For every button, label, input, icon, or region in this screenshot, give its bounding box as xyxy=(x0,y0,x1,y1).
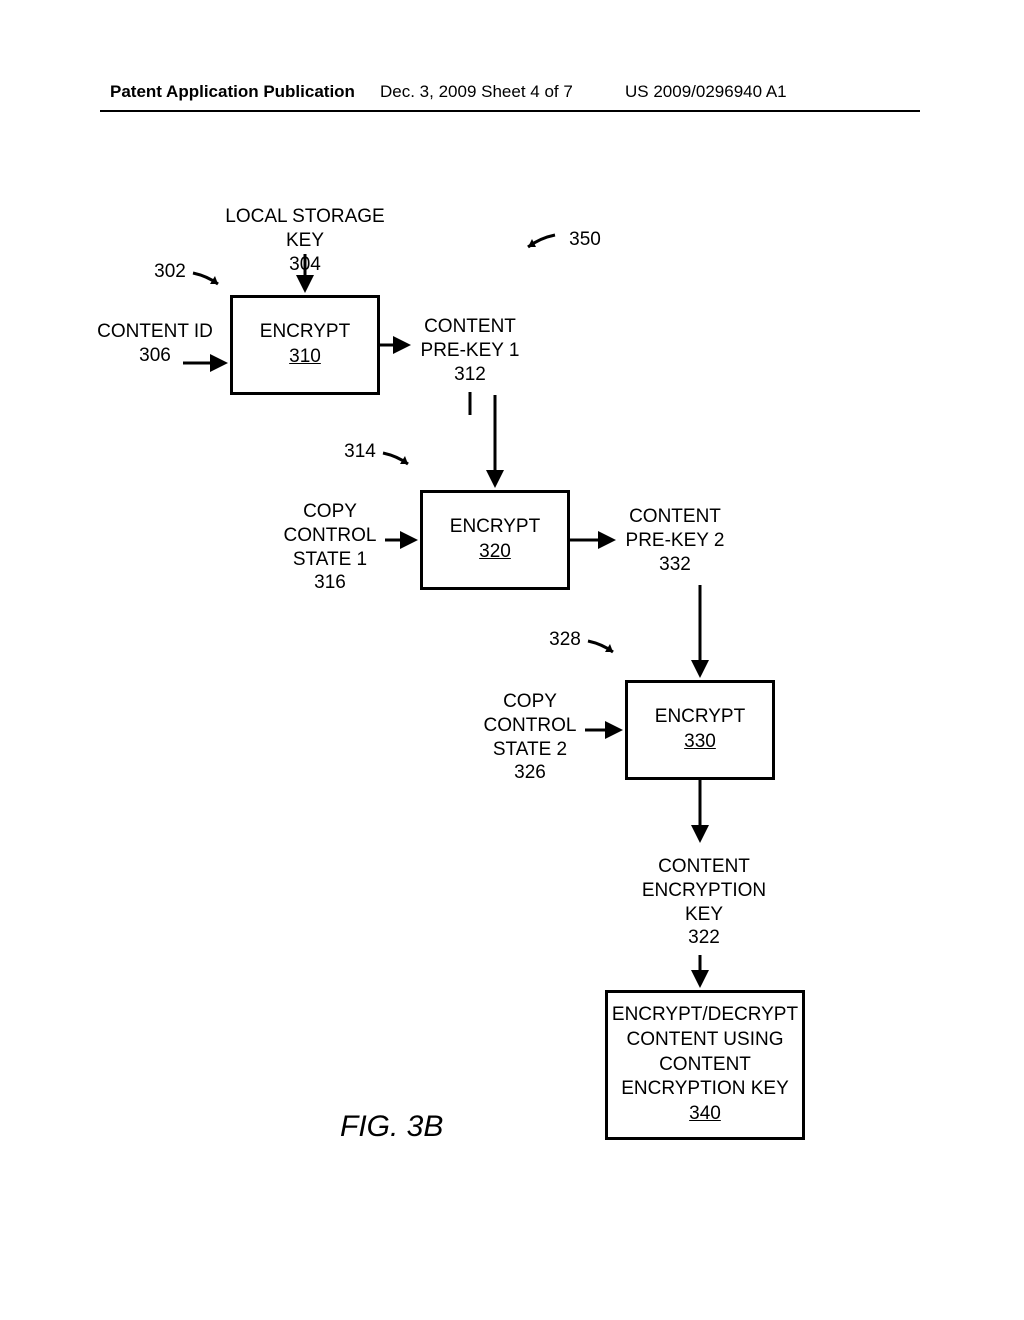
label-copy-control-state2: COPY CONTROL STATE 2 326 xyxy=(475,690,585,785)
text-prekey2-b: PRE-KEY 2 xyxy=(626,530,725,551)
box-encrypt-310: ENCRYPT 310 xyxy=(230,295,380,395)
text-encrypt-310: ENCRYPT xyxy=(260,320,350,345)
text-cek-c: KEY xyxy=(685,904,723,925)
text-final-a: ENCRYPT/DECRYPT xyxy=(612,1003,798,1028)
figure-caption: FIG. 3B xyxy=(340,1110,443,1144)
arrows-layer xyxy=(0,0,1024,1320)
text-310: 310 xyxy=(289,345,321,370)
text-316: 316 xyxy=(314,572,346,593)
diagram-fig-3b: LOCAL STORAGE KEY 304 350 302 CONTENT ID… xyxy=(0,0,1024,1320)
text-encrypt-320: ENCRYPT xyxy=(450,515,540,540)
text-final-d: ENCRYPTION KEY xyxy=(621,1077,789,1102)
text-local-storage-key: LOCAL STORAGE KEY xyxy=(225,206,384,251)
box-encrypt-330: ENCRYPT 330 xyxy=(625,680,775,780)
ref-302: 302 xyxy=(145,260,195,284)
text-ccs1-b: CONTROL xyxy=(284,525,377,546)
text-322: 322 xyxy=(688,927,720,948)
text-ccs2-c: STATE 2 xyxy=(493,739,567,760)
text-340: 340 xyxy=(689,1102,721,1127)
text-final-c: CONTENT xyxy=(659,1053,751,1078)
text-ccs2-b: CONTROL xyxy=(484,715,577,736)
text-320: 320 xyxy=(479,540,511,565)
label-content-prekey2: CONTENT PRE-KEY 2 332 xyxy=(615,505,735,576)
text-306: 306 xyxy=(139,345,171,366)
box-encrypt-320: ENCRYPT 320 xyxy=(420,490,570,590)
text-final-b: CONTENT USING xyxy=(627,1028,784,1053)
text-330: 330 xyxy=(684,730,716,755)
text-cek-a: CONTENT xyxy=(658,856,750,877)
text-cek-b: ENCRYPTION xyxy=(642,880,766,901)
ref-328: 328 xyxy=(540,628,590,652)
text-encrypt-330: ENCRYPT xyxy=(655,705,745,730)
label-content-prekey1: CONTENT PRE-KEY 1 312 xyxy=(410,315,530,386)
text-ccs1-c: STATE 1 xyxy=(293,549,367,570)
label-content-encryption-key: CONTENT ENCRYPTION KEY 322 xyxy=(635,855,773,950)
text-ccs2-a: COPY xyxy=(503,691,557,712)
text-312: 312 xyxy=(454,364,486,385)
text-326: 326 xyxy=(514,762,546,783)
label-local-storage-key: LOCAL STORAGE KEY 304 xyxy=(205,205,405,276)
box-encrypt-decrypt-340: ENCRYPT/DECRYPT CONTENT USING CONTENT EN… xyxy=(605,990,805,1140)
text-content-id: CONTENT ID xyxy=(97,321,213,342)
text-prekey1-a: CONTENT xyxy=(424,316,516,337)
text-prekey2-a: CONTENT xyxy=(629,506,721,527)
text-ccs1-a: COPY xyxy=(303,501,357,522)
text-304: 304 xyxy=(289,254,321,275)
ref-350: 350 xyxy=(560,228,610,252)
text-prekey1-b: PRE-KEY 1 xyxy=(421,340,520,361)
label-content-id: CONTENT ID 306 xyxy=(90,320,220,368)
text-332: 332 xyxy=(659,554,691,575)
page: Patent Application Publication Dec. 3, 2… xyxy=(0,0,1024,1320)
ref-314: 314 xyxy=(335,440,385,464)
label-copy-control-state1: COPY CONTROL STATE 1 316 xyxy=(275,500,385,595)
